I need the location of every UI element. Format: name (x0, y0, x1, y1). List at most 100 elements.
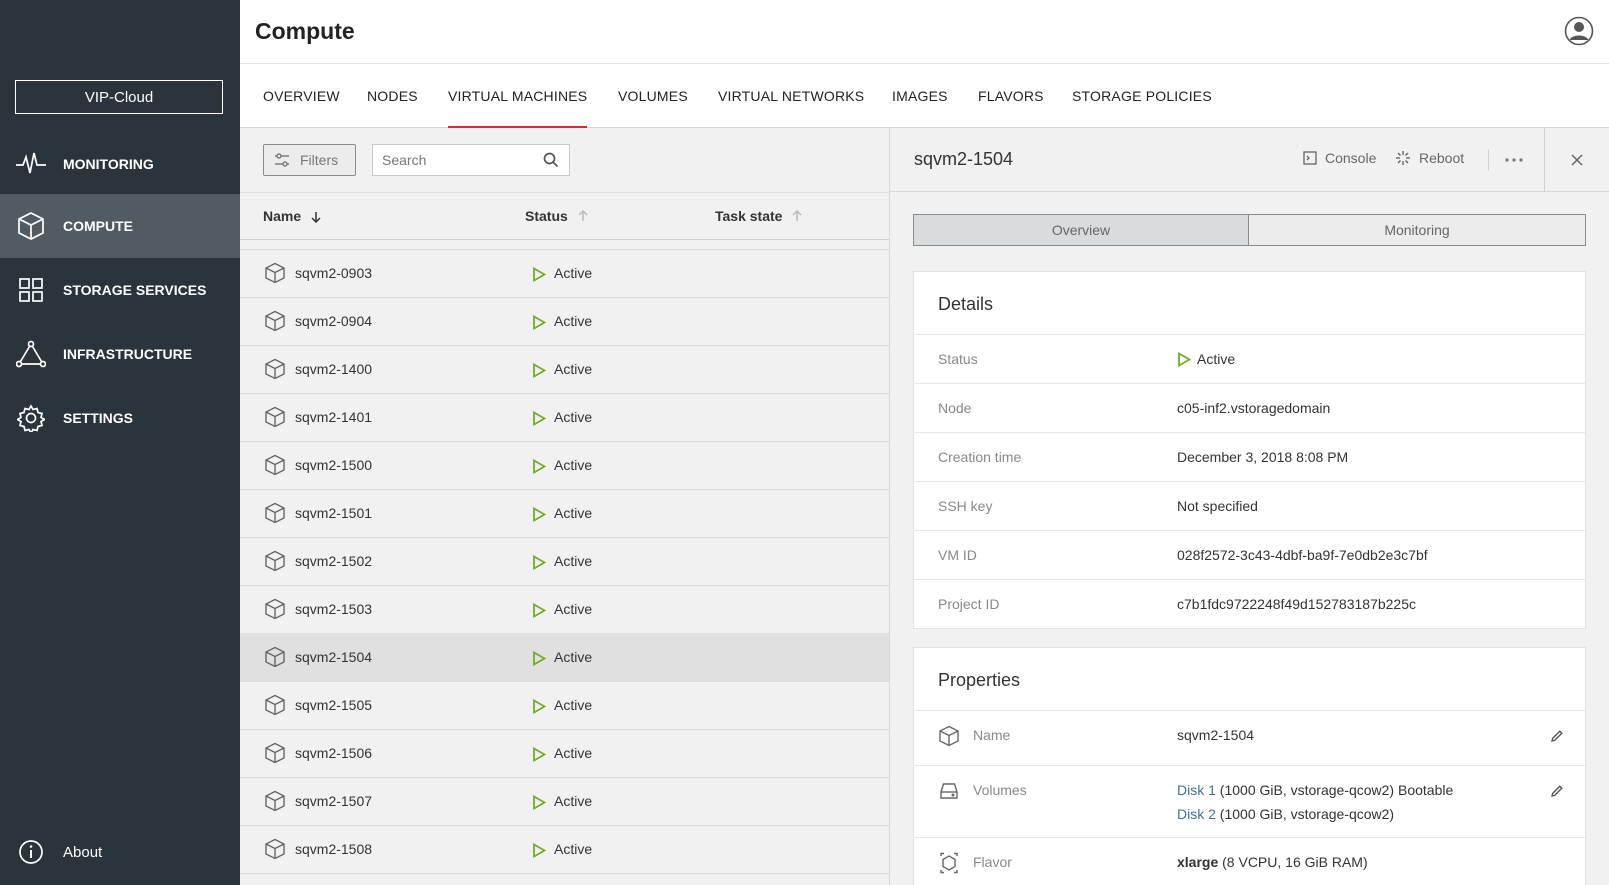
active-status-icon (533, 411, 546, 426)
edit-name-icon[interactable] (1550, 729, 1564, 743)
property-row-volumes: Volumes Disk 1 (1000 GiB, vstorage-qcow2… (914, 765, 1585, 837)
cube-icon (265, 262, 285, 284)
gear-icon (15, 402, 47, 434)
sidebar-item-settings[interactable]: SETTINGS (0, 386, 240, 450)
sidebar-item-compute[interactable]: COMPUTE (0, 194, 240, 258)
sidebar-item-infrastructure[interactable]: INFRASTRUCTURE (0, 322, 240, 386)
edit-volumes-icon[interactable] (1550, 784, 1564, 798)
tab-nodes[interactable]: NODES (367, 88, 418, 104)
filters-button[interactable]: Filters (263, 144, 356, 176)
cloud-selector-button[interactable]: VIP-Cloud (15, 80, 223, 114)
table-row[interactable]: sqvm2-1400 Active (240, 346, 889, 394)
detail-row-ssh-key: SSH key Not specified (914, 481, 1585, 530)
vm-name: sqvm2-1507 (295, 793, 373, 809)
reboot-button[interactable]: Reboot (1395, 150, 1464, 166)
table-row[interactable]: sqvm2-1505 Active (240, 682, 889, 730)
disk-1-link[interactable]: Disk 1 (1177, 782, 1216, 798)
table-row[interactable]: sqvm2-1504 Active (240, 634, 889, 682)
vm-status: Active (554, 505, 593, 521)
tab-overview[interactable]: OVERVIEW (263, 88, 340, 104)
active-status-icon (533, 603, 546, 618)
property-row-name: Name sqvm2-1504 (914, 710, 1585, 765)
table-row[interactable]: sqvm2-1507 Active (240, 778, 889, 826)
sidebar-item-label: SETTINGS (63, 410, 134, 426)
search-icon[interactable] (543, 152, 559, 168)
tab-virtual-networks[interactable]: VIRTUAL NETWORKS (718, 88, 865, 104)
more-options-icon[interactable] (1505, 158, 1523, 162)
close-panel-button[interactable] (1544, 128, 1609, 192)
tab-storage-policies[interactable]: STORAGE POLICIES (1072, 88, 1212, 104)
detail-row-node: Node c05-inf2.vstoragedomain (914, 383, 1585, 432)
segment-monitoring[interactable]: Monitoring (1248, 214, 1586, 246)
table-row[interactable]: sqvm2-1502 Active (240, 538, 889, 586)
vm-list-panel: Filters Name Status Task state sqvm2-090… (240, 128, 890, 885)
tab-volumes[interactable]: VOLUMES (618, 88, 688, 104)
top-bar: Compute (240, 0, 1609, 64)
table-row[interactable]: sqvm2-0903 Active (240, 250, 889, 298)
vm-detail-panel: sqvm2-1504 Console Reboot Overview Monit… (890, 128, 1609, 885)
table-row[interactable]: sqvm2-0904 Active (240, 298, 889, 346)
close-icon (1571, 154, 1583, 166)
active-status-icon (533, 315, 546, 330)
info-icon (15, 836, 47, 868)
table-row[interactable]: sqvm2-1401 Active (240, 394, 889, 442)
properties-card: Properties Name sqvm2-1504 Volumes Disk … (913, 647, 1586, 885)
search-input[interactable] (372, 144, 570, 176)
user-avatar-icon[interactable] (1564, 16, 1594, 46)
vm-name: sqvm2-1500 (295, 457, 373, 473)
tab-virtual-machines[interactable]: VIRTUAL MACHINES (448, 64, 588, 129)
vm-name: sqvm2-1508 (295, 841, 373, 857)
vm-name: sqvm2-1506 (295, 745, 373, 761)
about-label: About (63, 843, 103, 861)
triangle-nodes-icon (15, 338, 47, 370)
active-status-icon (533, 699, 546, 714)
sort-asc-icon (578, 209, 588, 221)
sidebar: VIP-Cloud MONITORING COMPUTE STORAGE SER… (0, 0, 240, 885)
reboot-icon (1396, 151, 1410, 165)
cube-icon (265, 838, 285, 860)
header-divider (1488, 150, 1489, 170)
active-status-icon (533, 363, 546, 378)
vm-status: Active (554, 697, 593, 713)
disk-icon (940, 783, 958, 799)
detail-row-project-id: Project ID c7b1fdc9722248f49d152783187b2… (914, 579, 1585, 628)
column-status[interactable]: Status (525, 208, 588, 224)
console-icon (1303, 151, 1317, 165)
properties-title: Properties (938, 670, 1021, 690)
sliders-icon (275, 153, 289, 167)
cube-icon (265, 310, 285, 332)
cube-icon (265, 742, 285, 764)
detail-row-creation-time: Creation time December 3, 2018 8:08 PM (914, 432, 1585, 481)
table-row[interactable] (240, 240, 889, 250)
sidebar-item-monitoring[interactable]: MONITORING (0, 132, 240, 196)
active-status-icon (533, 555, 546, 570)
vm-name: sqvm2-0904 (295, 313, 373, 329)
cube-icon (265, 790, 285, 812)
table-row[interactable]: sqvm2-1506 Active (240, 730, 889, 778)
table-row[interactable]: sqvm2-1500 Active (240, 442, 889, 490)
sort-desc-icon (311, 212, 321, 224)
vm-status: Active (554, 409, 593, 425)
details-title: Details (938, 294, 994, 314)
main-tabs: OVERVIEW NODES VIRTUAL MACHINES VOLUMES … (240, 64, 1609, 129)
sort-asc-icon (792, 209, 802, 221)
console-button[interactable]: Console (1303, 150, 1376, 166)
tab-images[interactable]: IMAGES (892, 88, 948, 104)
vm-status: Active (554, 265, 593, 281)
disk-2-link[interactable]: Disk 2 (1177, 806, 1216, 822)
table-row[interactable]: sqvm2-1501 Active (240, 490, 889, 538)
column-task-state[interactable]: Task state (715, 208, 802, 224)
cube-icon (265, 646, 285, 668)
active-status-icon (533, 459, 546, 474)
vm-status: Active (554, 361, 593, 377)
about-link[interactable]: About (0, 820, 240, 884)
vm-name: sqvm2-1400 (295, 361, 373, 377)
sidebar-item-storage-services[interactable]: STORAGE SERVICES (0, 258, 240, 322)
cube-icon (939, 725, 959, 747)
tab-flavors[interactable]: FLAVORS (978, 88, 1044, 104)
vm-status: Active (554, 745, 593, 761)
segment-overview[interactable]: Overview (913, 214, 1249, 246)
column-name[interactable]: Name (263, 208, 321, 224)
table-row[interactable]: sqvm2-1508 Active (240, 826, 889, 874)
table-row[interactable]: sqvm2-1503 Active (240, 586, 889, 634)
